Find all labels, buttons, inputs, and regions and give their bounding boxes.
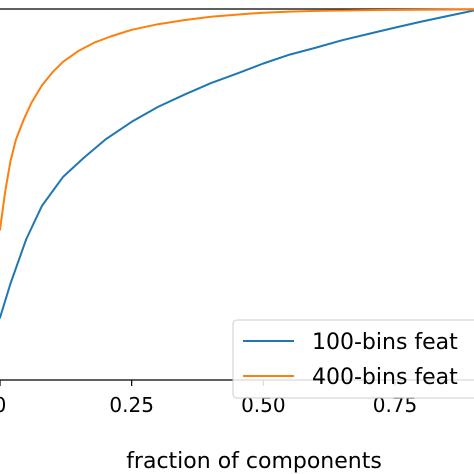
- series-line-1: [0, 9, 474, 319]
- x-tick-label: 0: [0, 393, 6, 417]
- x-tick-label: 0.25: [109, 393, 154, 417]
- legend-box: [232, 319, 474, 399]
- series-line-2: [0, 8, 474, 231]
- legend-label-1: 100-bins feat: [312, 330, 458, 355]
- legend-label-2: 400-bins feat: [312, 365, 458, 390]
- series-layer: [0, 8, 474, 319]
- x-axis-label: fraction of components: [126, 449, 382, 474]
- legend: 100-bins feat 400-bins feat: [232, 319, 474, 399]
